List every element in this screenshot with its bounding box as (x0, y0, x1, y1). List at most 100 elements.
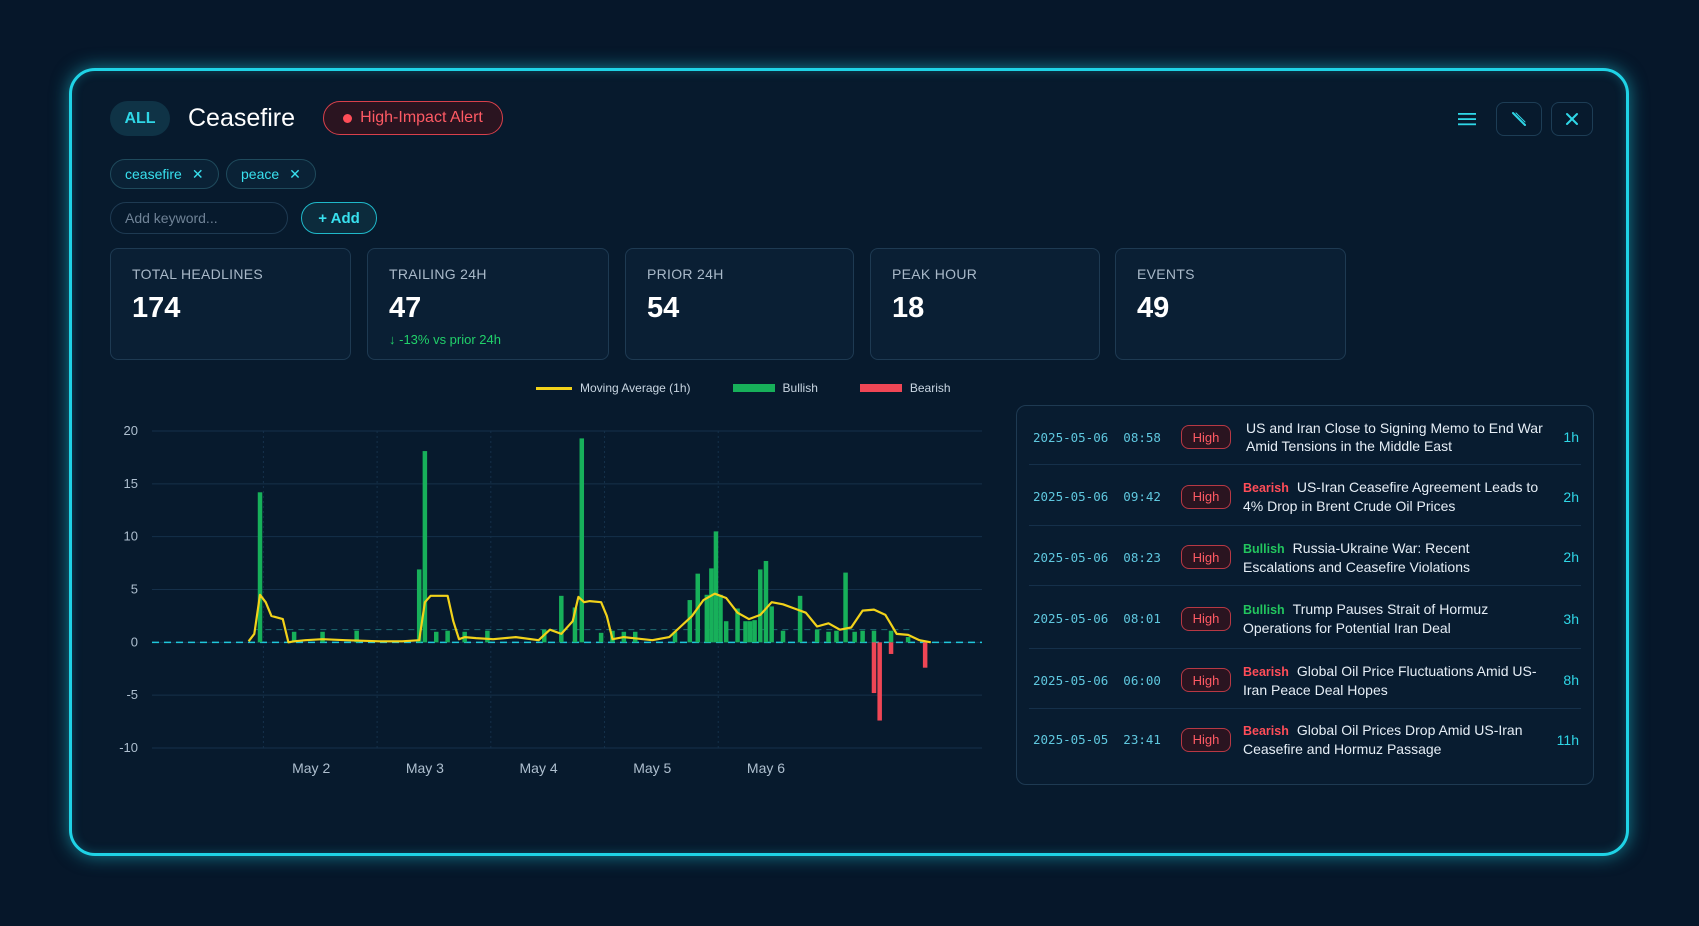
news-item[interactable]: 2025-05-06 08:23 High Bullish Russia-Ukrain… (1017, 527, 1593, 587)
stat-card-total-headlines: TOTAL HEADLINES 174 (110, 248, 351, 360)
bullish-bar (704, 594, 710, 643)
legend-swatch-moving-average (536, 386, 572, 390)
bullish-bar (752, 620, 757, 643)
keyword-tag-label: ceasefire (125, 166, 182, 182)
news-text: Bullish Russia-Ukraine War: Recent Escala… (1243, 539, 1543, 576)
news-item[interactable]: 2025-05-06 08:01 High Bullish Trump Pauses … (1017, 587, 1593, 650)
bullish-bar (422, 451, 428, 643)
high-impact-alert-badge[interactable]: High-Impact Alert (323, 101, 503, 135)
news-age: 3h (1563, 610, 1579, 627)
stat-value: 47 (389, 292, 422, 324)
y-tick-label: 0 (131, 634, 138, 649)
bullish-bar (433, 631, 439, 643)
bullish-bar (871, 630, 877, 643)
bullish-bar (860, 630, 865, 643)
y-tick-label: 15 (124, 476, 138, 491)
headline-chart: 20 15 10 5 0 -5 -10 May 2 May 3 May 4 May 5 May 6 (119, 423, 982, 776)
news-text: US and Iran Close to Signing Memo to End… (1246, 419, 1546, 455)
bullish-bar (291, 631, 297, 643)
bullish-bar (780, 630, 786, 643)
close-button[interactable] (1551, 102, 1593, 136)
impact-badge: High (1181, 545, 1231, 569)
sentiment-label: Bearish (1243, 724, 1289, 738)
close-icon (1566, 113, 1578, 125)
news-timestamp: 2025-05-06 08:58 (1033, 429, 1161, 445)
news-divider (1029, 585, 1581, 586)
bullish-bar (598, 632, 604, 643)
sentiment-label: Bearish (1243, 664, 1289, 679)
impact-badge: High (1181, 484, 1231, 509)
dashboard-panel: ALL Ceasefire High-Impact Alert ceasefir… (69, 68, 1629, 856)
bullish-bar (445, 630, 450, 643)
legend-label: Moving Average (1h) (580, 381, 691, 395)
news-item[interactable]: 2025-05-06 09:42 High Bearish US-Iran Cease… (1017, 466, 1593, 527)
x-tick-label: May 5 (633, 760, 671, 776)
bullish-bar (735, 608, 740, 643)
y-tick-label: 5 (131, 582, 138, 597)
page-title: Ceasefire (188, 104, 295, 132)
news-headline: US and Iran Close to Signing Memo to End… (1246, 420, 1543, 454)
add-keyword-button[interactable]: + Add (301, 202, 377, 234)
bullish-bar (758, 569, 763, 643)
stat-label: TRAILING 24H (389, 266, 487, 282)
bullish-bar (843, 572, 848, 643)
edit-button[interactable] (1496, 102, 1542, 136)
stat-label: EVENTS (1137, 266, 1195, 282)
bullish-bar (687, 600, 693, 643)
legend-label: Bearish (909, 381, 951, 395)
news-item[interactable]: 2025-05-05 23:41 High Bearish Global Oil Pr… (1017, 710, 1593, 769)
bearish-bar (888, 642, 894, 654)
news-item[interactable]: 2025-05-06 06:00 High Bearish Global Oil Pr… (1017, 650, 1593, 710)
news-divider (1029, 648, 1581, 649)
bullish-bar (485, 630, 490, 643)
news-headline: Global Oil Prices Drop Amid US-Iran Ceas… (1243, 722, 1523, 757)
keyword-tag-peace[interactable]: peace ✕ (226, 159, 316, 189)
chart-legend: Moving Average (1h) Bullish Bearish (536, 381, 951, 395)
news-item[interactable]: 2025-05-06 08:58 High US and Iran Close to… (1017, 408, 1593, 466)
bullish-bar (709, 568, 714, 643)
bullish-bar (888, 630, 894, 643)
legend-swatch-bullish (732, 384, 775, 392)
bullish-bar (769, 606, 774, 643)
news-feed: 2025-05-06 08:58 High US and Iran Close to… (1016, 405, 1594, 785)
news-age: 2h (1563, 488, 1579, 505)
bullish-bar (320, 631, 325, 643)
news-text: Bearish Global Oil Price Fluctuations Ami… (1243, 662, 1543, 699)
bullish-bar (632, 631, 638, 643)
menu-button[interactable] (1452, 102, 1482, 136)
news-timestamp: 2025-05-06 08:01 (1033, 611, 1161, 626)
scope-all-pill[interactable]: ALL (110, 101, 170, 136)
bullish-bar (905, 637, 911, 643)
legend-swatch-bearish (859, 384, 902, 392)
add-keyword-input[interactable] (110, 202, 288, 234)
impact-badge: High (1181, 425, 1231, 449)
stat-value: 174 (132, 292, 181, 324)
bullish-bar (834, 630, 839, 643)
bullish-bar (826, 631, 831, 643)
stat-value: 49 (1137, 292, 1170, 324)
news-age: 2h (1563, 549, 1579, 565)
sentiment-label: Bearish (1243, 481, 1289, 495)
bullish-bar (763, 560, 769, 643)
news-text: Bullish Trump Pauses Strait of Hormuz Ope… (1243, 600, 1543, 637)
news-headline: US-Iran Ceasefire Agreement Leads to 4% … (1243, 479, 1539, 514)
sentiment-label: Bullish (1243, 541, 1285, 556)
bullish-bar (416, 569, 422, 643)
news-headline: Global Oil Price Fluctuations Amid US-Ir… (1243, 662, 1537, 698)
x-tick-label: May 6 (747, 760, 785, 776)
sentiment-label: Bullish (1243, 603, 1285, 617)
bearish-bar (877, 642, 882, 721)
y-tick-label: -5 (126, 687, 138, 702)
x-tick-label: May 3 (406, 760, 444, 776)
impact-badge: High (1181, 606, 1231, 631)
news-timestamp: 2025-05-06 08:23 (1033, 549, 1161, 565)
remove-tag-icon[interactable]: ✕ (191, 165, 204, 182)
hamburger-icon (1458, 113, 1476, 126)
news-timestamp: 2025-05-06 09:42 (1033, 489, 1161, 504)
keyword-tag-label: peace (241, 166, 280, 182)
stat-label: PEAK HOUR (892, 266, 978, 282)
keyword-tag-ceasefire[interactable]: ceasefire ✕ (110, 159, 219, 189)
remove-tag-icon[interactable]: ✕ (289, 165, 301, 182)
stat-card-trailing-24h: TRAILING 24H 47 ↓ -13% vs prior 24h (367, 248, 609, 360)
stat-value: 54 (647, 292, 680, 324)
